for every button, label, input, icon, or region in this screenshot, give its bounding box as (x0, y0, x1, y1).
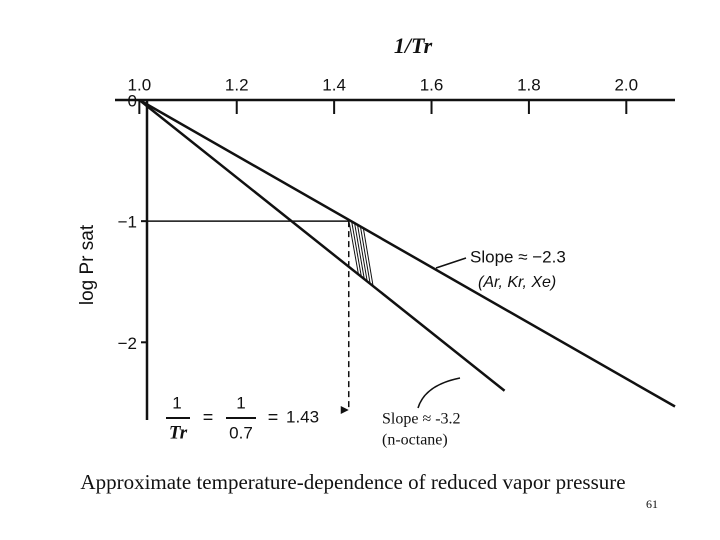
y-tick-label: 0 (128, 91, 137, 110)
formula-den: 0.7 (229, 423, 253, 442)
formula-den: Tr (169, 422, 188, 443)
hatch (351, 221, 362, 277)
y-tick-label: −1 (118, 213, 137, 232)
formula-num: 1 (236, 393, 245, 412)
hatch (362, 228, 374, 287)
y-axis-label: log Pr sat (77, 224, 98, 305)
pointer (435, 257, 467, 269)
x-tick-label: 1.4 (322, 75, 346, 94)
formula-equals: = (268, 407, 279, 427)
legend-label: Slope ≈ −2.3 (470, 247, 566, 266)
x-tick-label: 1.6 (420, 75, 444, 94)
x-tick-label: 1.8 (517, 75, 541, 94)
x-tick-label: 1.2 (225, 75, 249, 94)
x-tick-label: 1.0 (128, 75, 152, 94)
x-axis-label: 1/Tr (394, 33, 433, 58)
legend-sublabel: (n-octane) (382, 432, 448, 449)
formula-num: 1 (172, 393, 181, 412)
hatch (359, 226, 371, 284)
hatch (357, 224, 368, 282)
legend-label: Slope ≈ -3.2 (382, 411, 461, 428)
arrow-head (340, 406, 349, 414)
legend-sublabel: (Ar, Kr, Xe) (478, 274, 556, 291)
hatch (354, 223, 365, 280)
formula-result: 1.43 (286, 407, 319, 426)
y-tick-label: −2 (118, 334, 137, 353)
caption: Approximate temperature-dependence of re… (80, 470, 625, 494)
x-tick-label: 2.0 (614, 75, 638, 94)
page-number: 61 (646, 497, 658, 511)
pointer (417, 377, 461, 409)
hatch (348, 219, 359, 275)
series-line (138, 98, 676, 408)
series-line (138, 99, 506, 392)
formula-equals: = (203, 407, 214, 427)
